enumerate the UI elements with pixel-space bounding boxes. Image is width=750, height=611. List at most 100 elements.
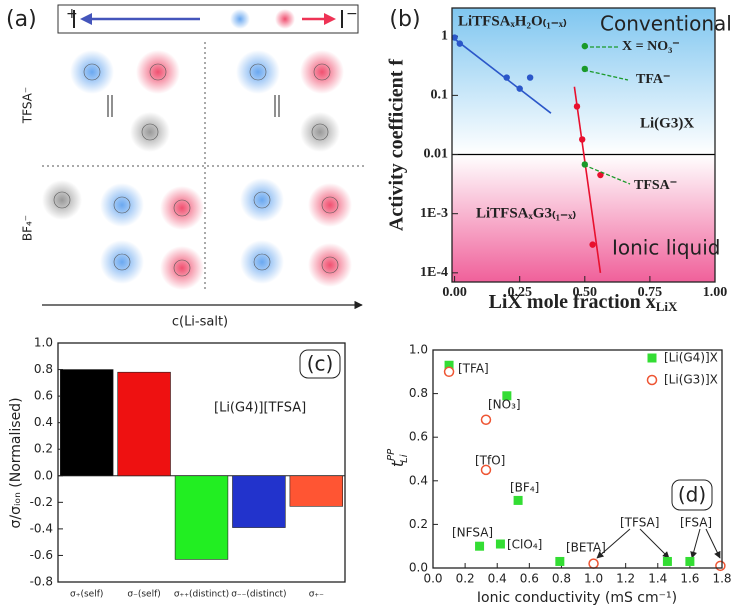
y-tick-label: 1.0 [34, 336, 53, 350]
cation [230, 9, 250, 29]
point [503, 74, 510, 81]
x-axis-label-text: LiX mole fraction x [489, 291, 656, 313]
point-label: [ClO₄] [507, 538, 542, 552]
pointer-arrow [705, 528, 721, 559]
x-tick-label: σ₋₋(distinct) [231, 590, 286, 600]
x-tick-label: 1.4 [648, 572, 667, 586]
ion [253, 191, 271, 209]
ion [173, 199, 191, 217]
x-tick-label: 1.8 [712, 572, 731, 586]
y-axis-label-text: t [388, 460, 407, 467]
y-tick-label: 0.1 [431, 88, 449, 103]
point [581, 42, 589, 50]
x-tick-label: 0.6 [520, 572, 539, 586]
x-tick-label: 0.50 [573, 285, 598, 300]
point [444, 360, 454, 370]
solvation-shell [300, 50, 344, 94]
y-tick-label: 0.01 [424, 147, 449, 162]
x-tick-label: 0.00 [442, 285, 467, 300]
annotation: X = NO₃⁻ [622, 39, 680, 54]
plot-frame [57, 342, 346, 583]
plot-frame [451, 7, 716, 283]
legend-label: [Li(G4)]X [664, 351, 718, 365]
point-label: [BF₄] [510, 481, 539, 495]
row-label: TFSA⁻ [21, 87, 35, 124]
point-label: [FSA] [680, 516, 712, 530]
point [662, 556, 672, 566]
solvation-shell [42, 180, 82, 220]
x-axis-label-sub: LiX [656, 299, 678, 314]
x-tick-label: σ₋(self) [127, 590, 160, 600]
point [480, 414, 492, 426]
y-tick-label: 0.0 [34, 468, 53, 482]
y-tick-label: 1E-3 [420, 206, 448, 221]
annotation: LiTFSAₓG3₍₁₋ₓ₎ [476, 205, 576, 221]
y-axis-label-sub: Li [399, 454, 410, 463]
point [475, 541, 485, 551]
y-tick-label: -0.2 [30, 495, 53, 509]
point [647, 353, 657, 363]
point [555, 556, 565, 566]
electrode-box [57, 4, 359, 34]
x-tick-label: 0.4 [488, 572, 507, 586]
y-tick-label: 0.2 [409, 517, 428, 531]
molecules [42, 50, 352, 290]
x-tick-label: 1.2 [616, 572, 635, 586]
leader-line [583, 164, 631, 185]
y-tick-label: 0.6 [409, 430, 428, 444]
x-tick-label: σ₊₊(distinct) [174, 590, 229, 600]
y-tick-label: 0.8 [409, 386, 428, 400]
y-tick-label: 0.0 [409, 561, 428, 575]
y-tick-label: 0.2 [34, 442, 53, 456]
y-tick-label: 0.4 [409, 473, 428, 487]
annotation: [Li(G4)][TFSA] [214, 401, 306, 416]
ion [83, 63, 101, 81]
y-tick-label: 1.0 [409, 343, 428, 357]
point-label: [NFSA] [452, 526, 493, 540]
ion [149, 63, 167, 81]
y-tick-label: 0.4 [34, 415, 53, 429]
x-tick-label: 0.0 [423, 572, 442, 586]
label-box [671, 479, 713, 511]
bar [232, 475, 286, 528]
point-label: [NO₃] [488, 398, 521, 412]
x-tick-label: σ₊₋ [309, 590, 324, 600]
point-label: [BETA] [566, 541, 606, 555]
y-tick-label: -0.4 [30, 521, 53, 535]
point [685, 556, 695, 566]
solvation-shell [240, 178, 284, 222]
x-tick-label: 1.0 [584, 572, 603, 586]
ion [53, 191, 71, 209]
plus: + [66, 6, 78, 22]
ion [313, 63, 331, 81]
plot-frame [432, 349, 723, 569]
point [588, 558, 599, 569]
bar [289, 475, 344, 507]
point [513, 495, 523, 505]
x-tick-label: 1.6 [680, 572, 699, 586]
bar [59, 369, 114, 477]
annotation: LiTFSAₓH₂O₍₁₋ₓ₎ [458, 13, 567, 29]
y-axis-label: Activity coefficient f [386, 59, 408, 231]
fit-line [454, 38, 552, 114]
y-tick-label: 1 [441, 28, 448, 43]
pointer-arrow [639, 528, 670, 559]
pointer-arrow [596, 528, 631, 559]
row-label: BF₄⁻ [21, 215, 35, 241]
x-tick-label: 0.8 [552, 572, 571, 586]
annotation: Ionic liquid [612, 236, 720, 260]
leader-line [583, 69, 629, 81]
point [495, 539, 505, 549]
panel-label: (d) [678, 483, 706, 507]
panel-label: (a) [6, 7, 37, 32]
ion [249, 63, 267, 81]
ion [321, 196, 339, 214]
solvation-shell [136, 50, 180, 94]
solvation-shell [70, 50, 114, 94]
annotation: TFSA⁻ [634, 178, 677, 193]
solvation-shell [100, 240, 144, 284]
annotation: TFA⁻ [636, 72, 670, 87]
bar [117, 371, 171, 477]
solvation-shell [240, 240, 284, 284]
